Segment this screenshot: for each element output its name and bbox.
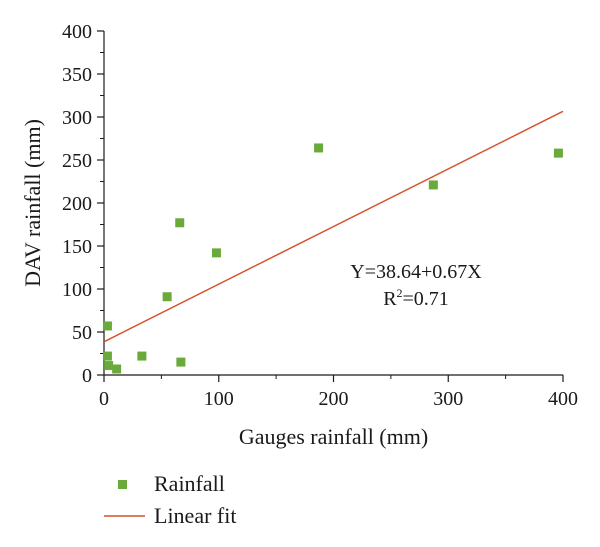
scatter-point xyxy=(211,248,221,258)
scatter-point xyxy=(428,180,438,190)
scatter-point xyxy=(162,292,172,302)
scatter-point xyxy=(102,351,112,361)
y-ticks: 0 50 100 150 200 250 300 350 400 xyxy=(62,21,104,387)
x-tick-label: 300 xyxy=(433,388,463,410)
x-tick-label: 100 xyxy=(204,388,234,410)
y-tick-label: 0 xyxy=(82,365,92,387)
legend-label-rainfall: Rainfall xyxy=(154,471,225,496)
r-squared-value: =0.71 xyxy=(403,288,449,310)
y-tick-label: 200 xyxy=(62,193,92,215)
linear-fit-line xyxy=(103,110,564,343)
legend-marker-rainfall xyxy=(118,480,127,489)
y-tick-label: 350 xyxy=(62,64,92,86)
y-tick-label: 50 xyxy=(72,322,92,344)
x-axis-label: Gauges rainfall (mm) xyxy=(239,424,428,449)
y-tick-label: 100 xyxy=(62,279,92,301)
fit-line-layer xyxy=(103,110,564,343)
x-ticks: 0 100 200 300 400 xyxy=(99,375,578,410)
scatter-point xyxy=(137,351,147,361)
x-tick-label: 0 xyxy=(99,388,109,410)
legend: Rainfall Linear fit xyxy=(104,471,236,528)
axes xyxy=(103,31,563,376)
scatter-point xyxy=(553,148,563,158)
x-tick-label: 400 xyxy=(548,388,578,410)
y-axis-label: DAV rainfall (mm) xyxy=(20,119,45,287)
r-squared-annotation: R2=0.71 xyxy=(383,286,449,310)
r-squared-superscript: 2 xyxy=(397,286,403,300)
y-tick-label: 300 xyxy=(62,107,92,129)
regression-equation: Y=38.64+0.67X xyxy=(350,261,482,283)
y-tick-label: 150 xyxy=(62,236,92,258)
scatter-point xyxy=(176,357,186,367)
y-tick-label: 400 xyxy=(62,21,92,43)
y-tick-label: 250 xyxy=(62,150,92,172)
scatter-point xyxy=(112,364,122,374)
scatter-point xyxy=(175,218,185,228)
scatter-point xyxy=(104,361,114,371)
scatter-point xyxy=(314,143,324,153)
scatter-points xyxy=(102,143,563,374)
scatter-point xyxy=(102,321,112,331)
x-tick-label: 200 xyxy=(319,388,349,410)
legend-label-linear-fit: Linear fit xyxy=(154,503,236,528)
r-squared-label: R xyxy=(383,288,397,310)
